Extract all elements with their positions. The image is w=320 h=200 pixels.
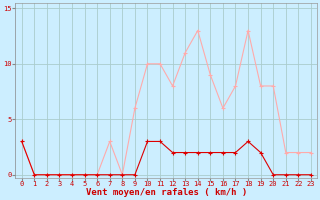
X-axis label: Vent moyen/en rafales ( km/h ): Vent moyen/en rafales ( km/h )	[86, 188, 247, 197]
